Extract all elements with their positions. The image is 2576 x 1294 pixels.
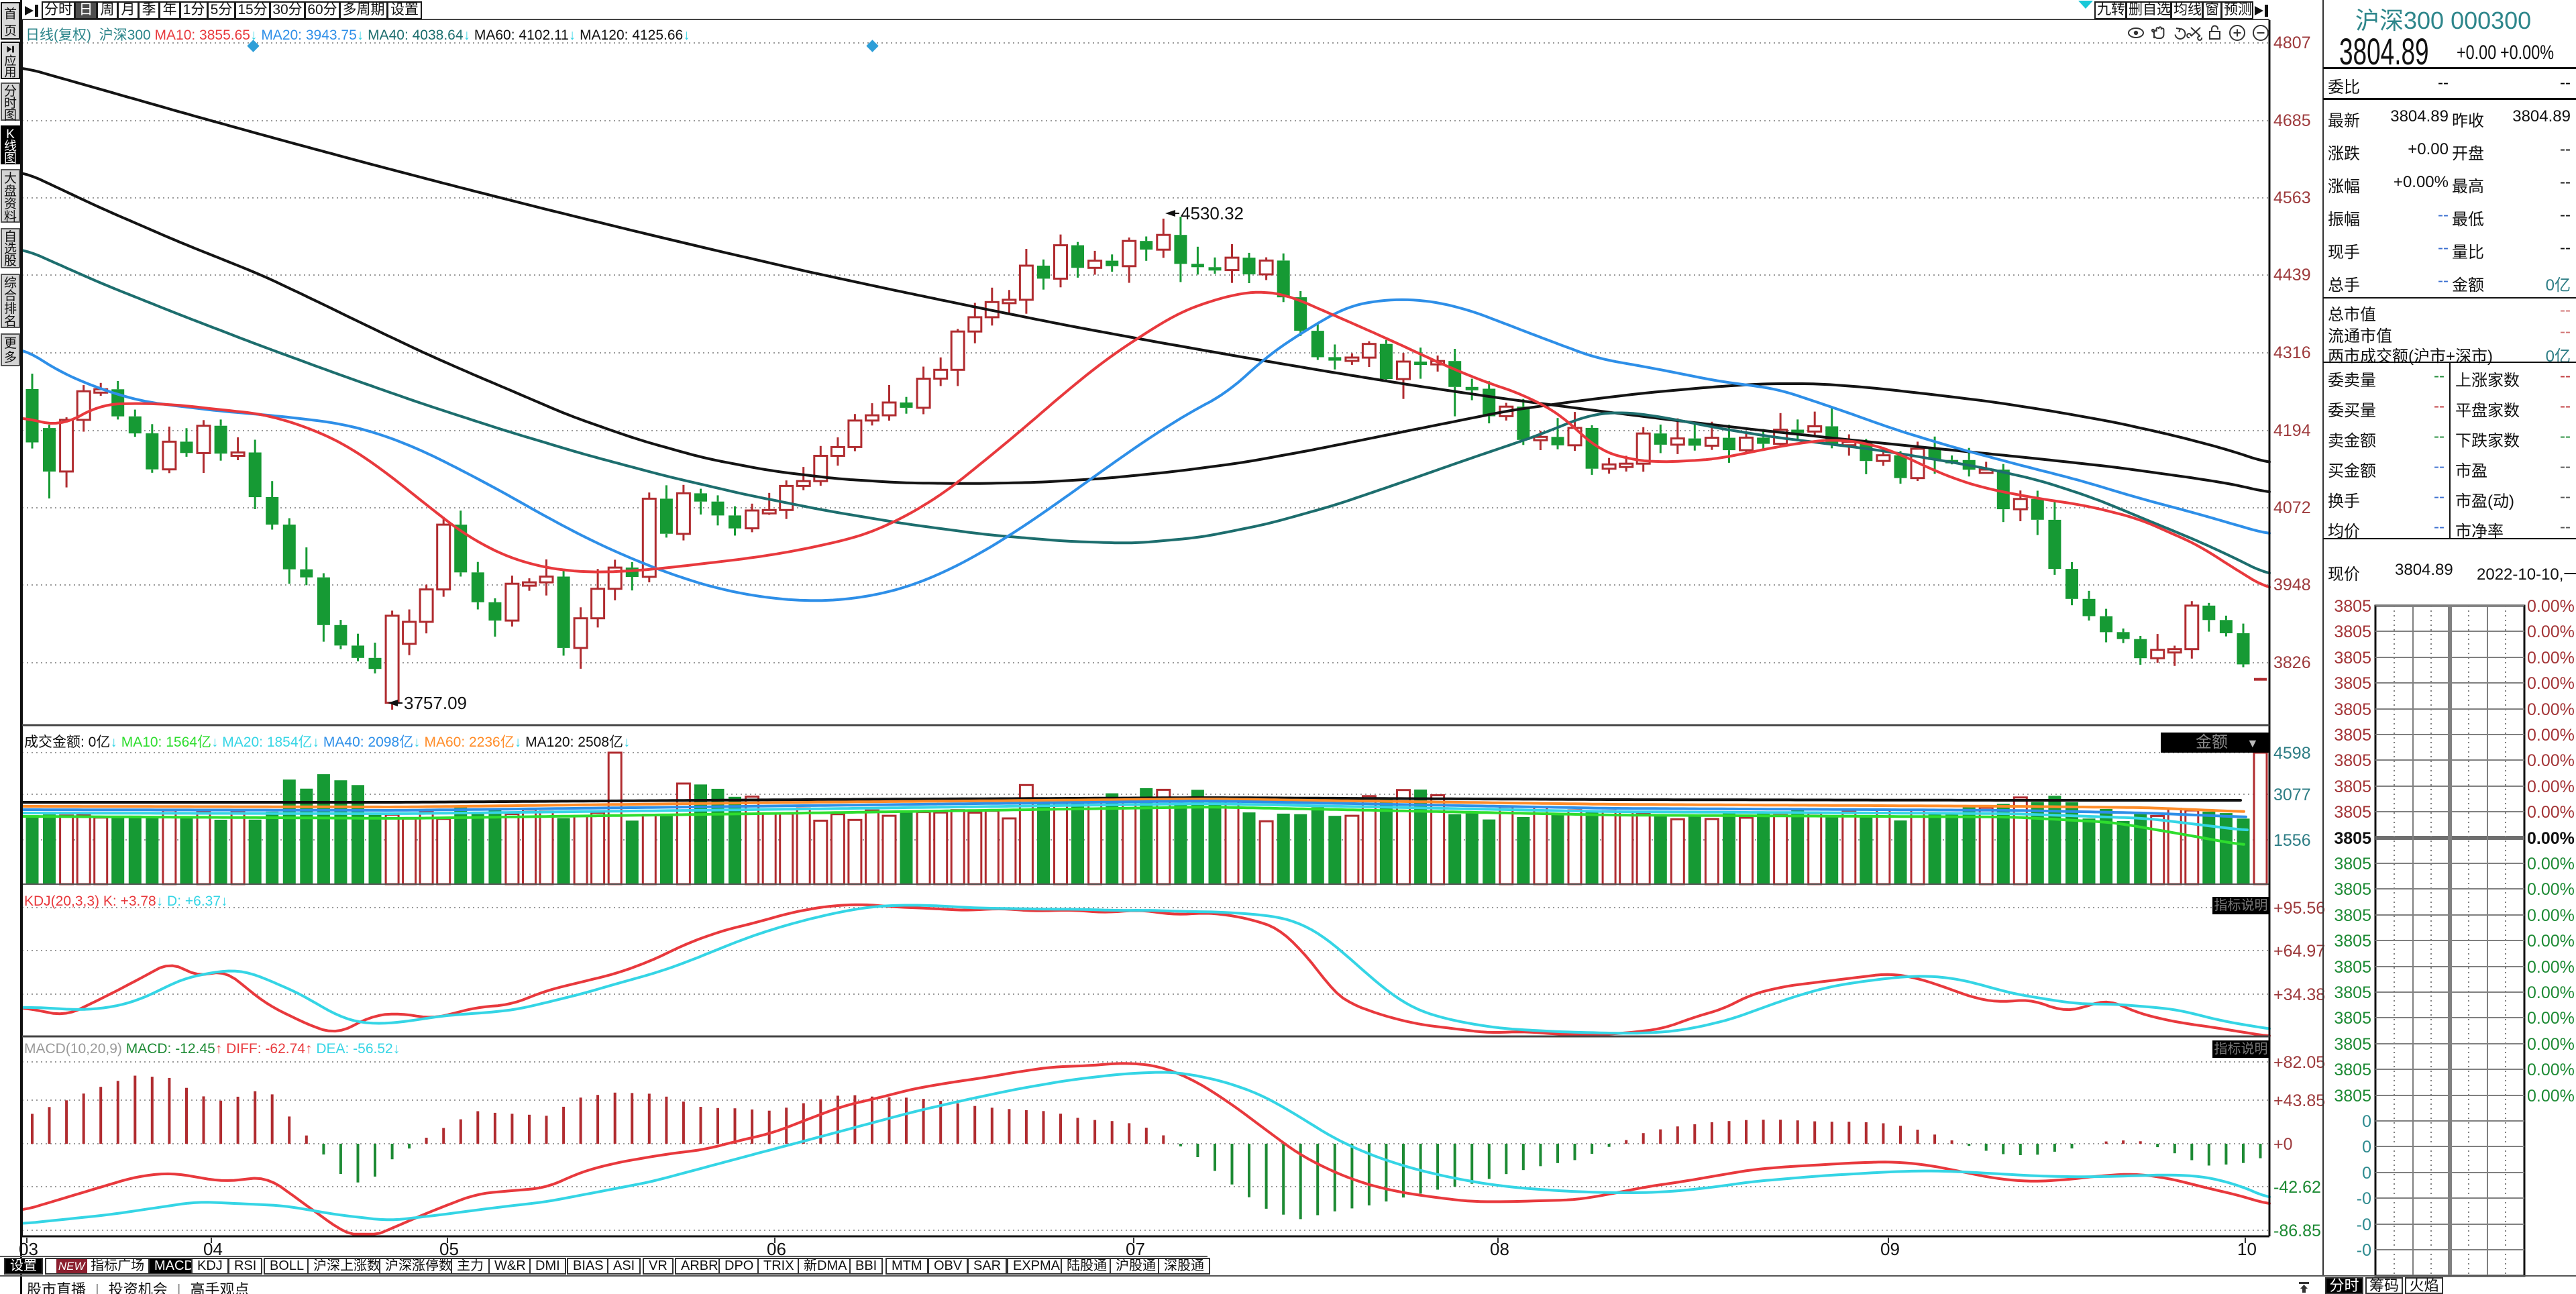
svg-text:0.00%: 0.00% bbox=[2527, 726, 2575, 745]
svg-text:3948: 3948 bbox=[2273, 576, 2311, 594]
svg-text:4072: 4072 bbox=[2273, 498, 2311, 517]
svg-text:4598: 4598 bbox=[2273, 744, 2311, 763]
svg-text:3805: 3805 bbox=[2334, 623, 2371, 641]
svg-text:0.00%: 0.00% bbox=[2527, 751, 2575, 770]
svg-text:-0: -0 bbox=[2357, 1241, 2371, 1260]
svg-text:3805: 3805 bbox=[2334, 829, 2371, 848]
svg-text:3826: 3826 bbox=[2273, 653, 2311, 672]
svg-text:3805: 3805 bbox=[2334, 855, 2371, 873]
svg-text:1556: 1556 bbox=[2273, 831, 2311, 850]
svg-text:0.00%: 0.00% bbox=[2527, 855, 2575, 873]
svg-text:3805: 3805 bbox=[2334, 880, 2371, 899]
svg-text:3805: 3805 bbox=[2334, 674, 2371, 693]
svg-text:0.00%: 0.00% bbox=[2527, 829, 2575, 848]
svg-text:4530.32: 4530.32 bbox=[1181, 203, 1244, 223]
svg-text:09: 09 bbox=[1880, 1239, 1900, 1259]
svg-text:+95.56: +95.56 bbox=[2273, 899, 2325, 918]
svg-text:4807: 4807 bbox=[2273, 34, 2311, 52]
svg-text:0.00%: 0.00% bbox=[2527, 958, 2575, 977]
svg-text:0.00%: 0.00% bbox=[2527, 880, 2575, 899]
svg-text:0.00%: 0.00% bbox=[2527, 1087, 2575, 1106]
svg-text:3805: 3805 bbox=[2334, 958, 2371, 977]
svg-text:0.00%: 0.00% bbox=[2527, 932, 2575, 951]
svg-text:3805: 3805 bbox=[2334, 726, 2371, 745]
svg-text:3805: 3805 bbox=[2334, 983, 2371, 1002]
svg-text:4563: 4563 bbox=[2273, 188, 2311, 207]
svg-text:0.00%: 0.00% bbox=[2527, 674, 2575, 693]
svg-text:4194: 4194 bbox=[2273, 421, 2311, 440]
svg-text:-86.85: -86.85 bbox=[2273, 1222, 2321, 1240]
svg-text:0.00%: 0.00% bbox=[2527, 803, 2575, 822]
svg-text:+0: +0 bbox=[2273, 1135, 2293, 1154]
svg-text:3805: 3805 bbox=[2334, 700, 2371, 719]
svg-text:-42.62: -42.62 bbox=[2273, 1178, 2321, 1197]
svg-text:0.00%: 0.00% bbox=[2527, 623, 2575, 641]
svg-text:+43.85: +43.85 bbox=[2273, 1091, 2325, 1110]
svg-text:0.00%: 0.00% bbox=[2527, 1061, 2575, 1079]
svg-text:3077: 3077 bbox=[2273, 786, 2311, 804]
svg-text:3805: 3805 bbox=[2334, 597, 2371, 616]
svg-text:4439: 4439 bbox=[2273, 266, 2311, 284]
svg-text:3805: 3805 bbox=[2334, 751, 2371, 770]
svg-text:0.00%: 0.00% bbox=[2527, 700, 2575, 719]
svg-text:0.00%: 0.00% bbox=[2527, 597, 2575, 616]
svg-text:+34.38: +34.38 bbox=[2273, 985, 2325, 1004]
svg-text:-0: -0 bbox=[2357, 1216, 2371, 1234]
svg-text:10: 10 bbox=[2237, 1239, 2257, 1259]
svg-text:3805: 3805 bbox=[2334, 1009, 2371, 1028]
svg-text:0.00%: 0.00% bbox=[2527, 1009, 2575, 1028]
svg-text:0: 0 bbox=[2362, 1164, 2371, 1183]
svg-text:0.00%: 0.00% bbox=[2527, 1035, 2575, 1054]
svg-text:3757.09: 3757.09 bbox=[404, 693, 467, 713]
svg-text:0.00%: 0.00% bbox=[2527, 983, 2575, 1002]
svg-text:3805: 3805 bbox=[2334, 1035, 2371, 1054]
svg-text:0.00%: 0.00% bbox=[2527, 906, 2575, 925]
svg-text:0.00%: 0.00% bbox=[2527, 649, 2575, 667]
svg-text:4685: 4685 bbox=[2273, 111, 2311, 130]
svg-text:3805: 3805 bbox=[2334, 1061, 2371, 1079]
svg-text:08: 08 bbox=[1490, 1239, 1509, 1259]
svg-text:+64.97: +64.97 bbox=[2273, 942, 2325, 961]
svg-text:3805: 3805 bbox=[2334, 1087, 2371, 1106]
svg-text:-0: -0 bbox=[2357, 1189, 2371, 1208]
svg-text:0: 0 bbox=[2362, 1138, 2371, 1156]
svg-text:3805: 3805 bbox=[2334, 649, 2371, 667]
svg-text:3805: 3805 bbox=[2334, 803, 2371, 822]
svg-text:+82.05: +82.05 bbox=[2273, 1053, 2325, 1072]
svg-text:0.00%: 0.00% bbox=[2527, 777, 2575, 796]
svg-text:3805: 3805 bbox=[2334, 932, 2371, 951]
svg-text:3805: 3805 bbox=[2334, 906, 2371, 925]
svg-text:0: 0 bbox=[2362, 1112, 2371, 1131]
svg-text:3805: 3805 bbox=[2334, 777, 2371, 796]
svg-text:4316: 4316 bbox=[2273, 343, 2311, 362]
